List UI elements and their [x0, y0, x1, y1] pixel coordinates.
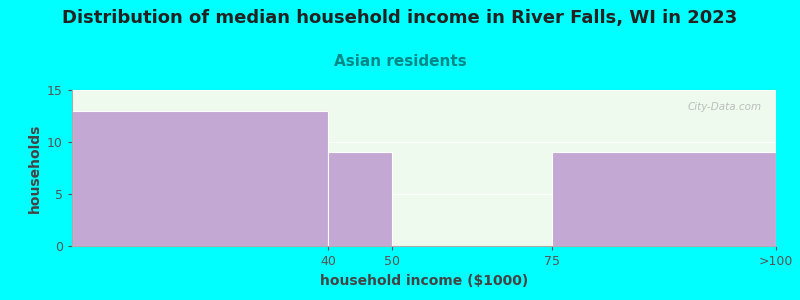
X-axis label: household income ($1000): household income ($1000)	[320, 274, 528, 288]
Bar	[328, 152, 392, 246]
Text: Asian residents: Asian residents	[334, 54, 466, 69]
Bar	[72, 111, 328, 246]
Text: City-Data.com: City-Data.com	[688, 103, 762, 112]
Text: Distribution of median household income in River Falls, WI in 2023: Distribution of median household income …	[62, 9, 738, 27]
Y-axis label: households: households	[27, 123, 42, 213]
Bar	[552, 152, 776, 246]
